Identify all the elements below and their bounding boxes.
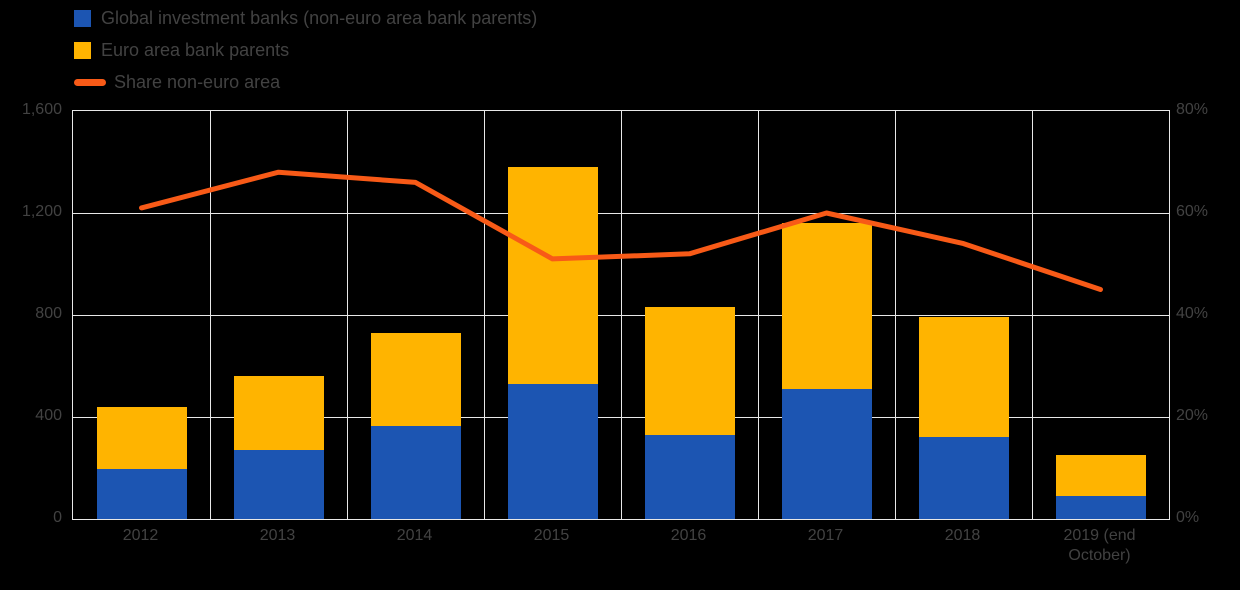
legend-label-share-non-euro-area: Share non-euro area (114, 72, 281, 92)
bar-euro-area-bank-parents (918, 317, 1009, 437)
bar-global-investment-banks (918, 437, 1009, 519)
x-axis-label: 2018 (944, 527, 981, 544)
y-axis-tick-right: 0% (1176, 509, 1200, 526)
bar-global-investment-banks (96, 469, 187, 519)
y-axis-tick-left: 800 (35, 305, 62, 322)
v-gridline (895, 111, 896, 519)
bar-euro-area-bank-parents (96, 407, 187, 469)
v-gridline (210, 111, 211, 519)
bar-global-investment-banks (507, 384, 598, 519)
legend-item-euro-area-bank-parents: Euro area bank parents (74, 40, 537, 61)
bar-global-investment-banks (644, 435, 735, 519)
y-axis-left: 0 400 800 1,200 1,600 (0, 101, 62, 526)
y-axis-tick-left: 1,600 (21, 101, 62, 118)
bar-global-investment-banks (781, 389, 872, 519)
x-axis-label: 2016 (670, 527, 707, 544)
y-axis-tick-right: 80% (1176, 101, 1209, 118)
y-axis-tick-right: 40% (1176, 305, 1209, 322)
legend: Global investment banks (non-euro area b… (74, 8, 537, 104)
bar-global-investment-banks (370, 426, 461, 519)
x-axis-label: 2017 (807, 527, 844, 544)
y-axis-tick-right: 20% (1176, 407, 1209, 424)
v-gridline (758, 111, 759, 519)
legend-item-global-investment-banks: Global investment banks (non-euro area b… (74, 8, 537, 29)
bar-euro-area-bank-parents (1055, 455, 1146, 496)
v-gridline (484, 111, 485, 519)
bar-euro-area-bank-parents (233, 376, 324, 450)
legend-label-euro-area-bank-parents: Euro area bank parents (101, 40, 290, 60)
v-gridline (1032, 111, 1033, 519)
legend-swatch-euro-area-bank-parents (74, 42, 91, 59)
plot-area (72, 110, 1170, 520)
bar-global-investment-banks (233, 450, 324, 519)
bar-euro-area-bank-parents (644, 307, 735, 435)
bar-euro-area-bank-parents (370, 333, 461, 426)
x-axis-label: 2013 (259, 527, 296, 544)
y-axis-tick-left: 1,200 (21, 203, 62, 220)
x-axis: 2012 2013 2014 2015 2016 2017 2018 2019 (end Oc… (72, 526, 1168, 582)
y-axis-right: 0% 20% 40% 60% 80% (1176, 101, 1236, 526)
legend-swatch-share-line (74, 79, 106, 86)
legend-item-share-non-euro-area: Share non-euro area (74, 72, 537, 93)
v-gridline (347, 111, 348, 519)
y-axis-tick-left: 0 (53, 509, 62, 526)
bar-global-investment-banks (1055, 496, 1146, 519)
bar-euro-area-bank-parents (781, 223, 872, 389)
y-axis-tick-right: 60% (1176, 203, 1209, 220)
legend-label-global-investment-banks: Global investment banks (non-euro area b… (101, 8, 538, 28)
x-axis-label: 2014 (396, 527, 433, 544)
x-axis-label: 2015 (533, 527, 570, 544)
x-axis-label: 2019 (end October) (1063, 527, 1136, 564)
y-axis-tick-left: 400 (35, 407, 62, 424)
x-axis-label: 2012 (122, 527, 159, 544)
legend-swatch-global-investment-banks (74, 10, 91, 27)
v-gridline (621, 111, 622, 519)
bar-euro-area-bank-parents (507, 167, 598, 384)
